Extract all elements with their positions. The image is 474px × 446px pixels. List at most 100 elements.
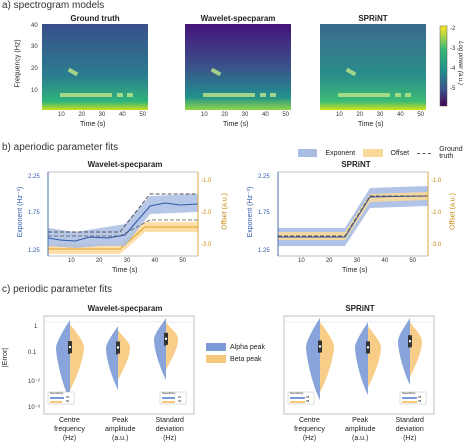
aper2-ltick-1: 2.25 — [258, 174, 270, 180]
violin-beta — [368, 326, 381, 387]
colorbar — [439, 25, 448, 107]
inset-spec-label-1: Specificity — [162, 391, 176, 395]
section-c-title: c) periodic parameter fits — [2, 284, 113, 295]
legend-beta-swatch — [206, 355, 226, 364]
cbar-tick-2: -3 — [450, 46, 456, 52]
legend-alpha-swatch — [206, 343, 226, 352]
spec3-xlabel: Time (s) — [358, 121, 384, 128]
legend-offset: Offset — [390, 149, 410, 157]
xtick: 40 — [118, 112, 126, 118]
cat-line: (Hz) — [62, 435, 77, 442]
peri-frame-2 — [283, 315, 435, 415]
cat-labels-2: Centre frequency (Hz) Peak amplitude (a.u.) … — [284, 416, 434, 443]
spec1-xticks: 10 20 30 40 50 — [58, 112, 146, 118]
section-b-title: b) aperiodic parameter fits — [2, 142, 119, 153]
spec-ytick-1: 40 — [31, 23, 38, 29]
aper1-exp-line — [47, 202, 199, 242]
xtick: 50 — [139, 112, 146, 118]
cat-std: Standard deviation (Hz) — [156, 416, 184, 443]
aper1-ltick-3: 1.25 — [28, 248, 40, 254]
aper2-truth — [278, 195, 428, 237]
cat-line: (a.u.) — [351, 435, 369, 442]
aperiodic-plots — [47, 171, 429, 257]
xtick: 10 — [298, 258, 305, 264]
violin-beta — [70, 324, 84, 390]
cat-labels-1: Centre frequency (Hz) Peak amplitude (a.u.) … — [44, 416, 194, 443]
spec-ytick-4: 10 — [31, 88, 38, 94]
legend-truth: Ground truth — [439, 146, 463, 160]
cat-peak: Peak amplitude (a.u.) — [345, 416, 375, 443]
violin-alpha — [154, 318, 166, 380]
xtick: 30 — [376, 112, 384, 118]
violin-median — [408, 340, 412, 343]
inset-spec-val-2b: 98 — [418, 399, 422, 403]
cat-line: (a.u.) — [111, 435, 129, 442]
spectro-title-3: SPRiNT — [358, 14, 388, 23]
section-a-title: a) spectrogram models — [2, 0, 105, 11]
xtick: 50 — [282, 112, 289, 118]
inset-spec-val-2a: 98 — [418, 395, 422, 399]
aper1-xticks: 10 20 30 40 50 — [68, 258, 186, 264]
inset-sens-val-2b: 98 — [306, 399, 310, 403]
aper1-ltick-2: 1.75 — [28, 210, 40, 216]
cat-line: frequency — [294, 426, 325, 433]
aper2-rtick-2: -2.0 — [431, 210, 442, 216]
cbar-tick-4: -5 — [450, 86, 456, 92]
cat-line: Standard — [155, 417, 184, 424]
cbar-tick-3: -4 — [450, 66, 456, 72]
peri-ytick-2: 0.1 — [28, 350, 37, 356]
spec3-xticks: 10 20 30 40 50 — [336, 112, 424, 118]
xtick: 20 — [221, 112, 229, 118]
spectro-features — [60, 67, 411, 97]
cat-line: amplitude — [344, 426, 376, 433]
peri-title-2: SPRiNT — [345, 304, 375, 313]
xtick: 10 — [58, 112, 65, 118]
violin-beta — [410, 322, 422, 377]
xtick: 30 — [123, 258, 131, 264]
legend-truth-swatch — [417, 152, 432, 154]
legend-beta: Beta peak — [230, 356, 262, 363]
aper1-rtick-1: -1.0 — [201, 178, 212, 184]
spectrogram-plots — [42, 24, 448, 110]
legend-alpha: Alpha peak — [230, 344, 266, 351]
xtick: 30 — [353, 258, 361, 264]
xtick: 10 — [336, 112, 343, 118]
xtick: 50 — [417, 112, 424, 118]
spectro-title-1: Ground truth — [70, 14, 120, 23]
xtick: 40 — [261, 112, 269, 118]
peri-ytick-1: 1 — [34, 324, 38, 330]
aper2-ltick-2: 1.75 — [258, 210, 270, 216]
violin-beta — [320, 322, 334, 392]
aper1-xlabel: Time (s) — [112, 267, 138, 274]
legend-alpha-row: Alpha peak — [206, 342, 265, 354]
cat-line: Centre — [298, 417, 320, 424]
xtick: 50 — [179, 258, 186, 264]
inset-spec-val-1a: 91 — [178, 395, 182, 399]
cat-line: (Hz) — [163, 435, 177, 442]
cat-line: deviation — [395, 426, 424, 433]
periodic-legend: Alpha peak Beta peak — [206, 342, 265, 366]
aper1-exp-band — [48, 194, 198, 248]
xtick: 30 — [98, 112, 106, 118]
aper2-offset-band — [278, 192, 428, 240]
aper1-ltick-1: 2.25 — [28, 174, 40, 180]
xtick: 40 — [396, 112, 404, 118]
xtick: 40 — [151, 258, 159, 264]
xtick: 20 — [78, 112, 86, 118]
aper2-exp-line — [278, 195, 429, 238]
spec2-xlabel: Time (s) — [223, 121, 249, 128]
xtick: 20 — [325, 258, 333, 264]
aper-title-2: SPRiNT — [341, 160, 371, 169]
legend-exponent: Exponent — [325, 149, 356, 157]
cat-line: (Hz) — [403, 435, 417, 442]
xtick: 10 — [68, 258, 75, 264]
aper1-rtick-3: -3.0 — [201, 242, 212, 248]
xtick: 40 — [381, 258, 389, 264]
violin-beta — [118, 330, 130, 380]
aper2-rtick-1: -1.0 — [431, 178, 442, 184]
legend-exponent-swatch — [298, 149, 318, 157]
violin-alpha — [56, 320, 70, 400]
cat-line: Peak — [112, 417, 129, 424]
aper1-truth — [48, 193, 198, 233]
violin-beta — [166, 322, 178, 370]
